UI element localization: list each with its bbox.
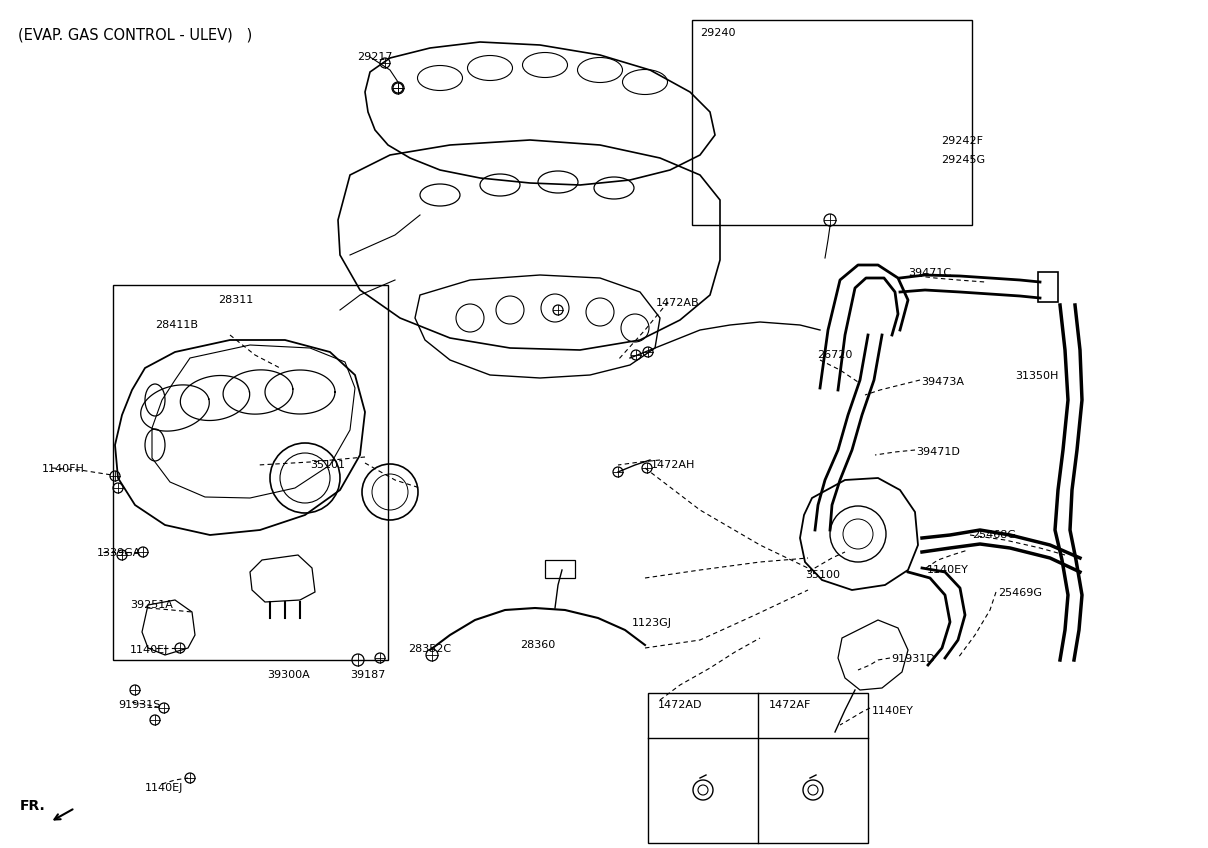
Text: 29242F: 29242F — [941, 136, 983, 146]
Text: 1140EY: 1140EY — [927, 565, 969, 575]
Text: 28411B: 28411B — [155, 320, 198, 330]
Text: 91931D: 91931D — [892, 654, 935, 664]
Text: 25468G: 25468G — [972, 530, 1016, 540]
Text: 35100: 35100 — [805, 570, 840, 580]
Text: 26720: 26720 — [817, 350, 853, 360]
Text: 35101: 35101 — [310, 460, 345, 470]
Text: 39187: 39187 — [350, 670, 385, 680]
Text: 39300A: 39300A — [267, 670, 309, 680]
Text: 1140EY: 1140EY — [872, 706, 914, 716]
Bar — [647, 693, 869, 843]
Text: 28352C: 28352C — [408, 644, 451, 654]
Text: 39473A: 39473A — [920, 377, 964, 387]
Text: 25469G: 25469G — [998, 588, 1043, 598]
Text: (EVAP. GAS CONTROL - ULEV)   ): (EVAP. GAS CONTROL - ULEV) ) — [18, 28, 252, 43]
Text: FR.: FR. — [21, 799, 46, 813]
Text: 29245G: 29245G — [941, 155, 986, 165]
Bar — [692, 20, 972, 225]
Text: 29240: 29240 — [699, 28, 736, 38]
Text: 1123GJ: 1123GJ — [632, 618, 672, 628]
Bar — [545, 560, 575, 578]
Text: 28311: 28311 — [217, 295, 254, 305]
Text: 91931S: 91931S — [118, 700, 161, 710]
Bar — [114, 285, 388, 660]
Text: 1472AH: 1472AH — [651, 460, 696, 470]
Text: 39471D: 39471D — [916, 447, 960, 457]
Text: 1140EJ: 1140EJ — [145, 783, 184, 793]
Text: 1140EJ: 1140EJ — [130, 645, 168, 655]
Text: 39251A: 39251A — [130, 600, 173, 610]
Text: 31350H: 31350H — [1015, 371, 1058, 381]
Text: 28360: 28360 — [519, 640, 556, 650]
Text: 1339GA: 1339GA — [97, 548, 141, 558]
Text: 1472AD: 1472AD — [657, 700, 702, 710]
Text: 1472AB: 1472AB — [656, 298, 699, 308]
Bar — [1038, 272, 1058, 302]
Text: 39471C: 39471C — [908, 268, 951, 278]
Text: 29217: 29217 — [358, 52, 393, 62]
Text: 1140FH: 1140FH — [42, 464, 85, 474]
Text: 1472AF: 1472AF — [768, 700, 812, 710]
